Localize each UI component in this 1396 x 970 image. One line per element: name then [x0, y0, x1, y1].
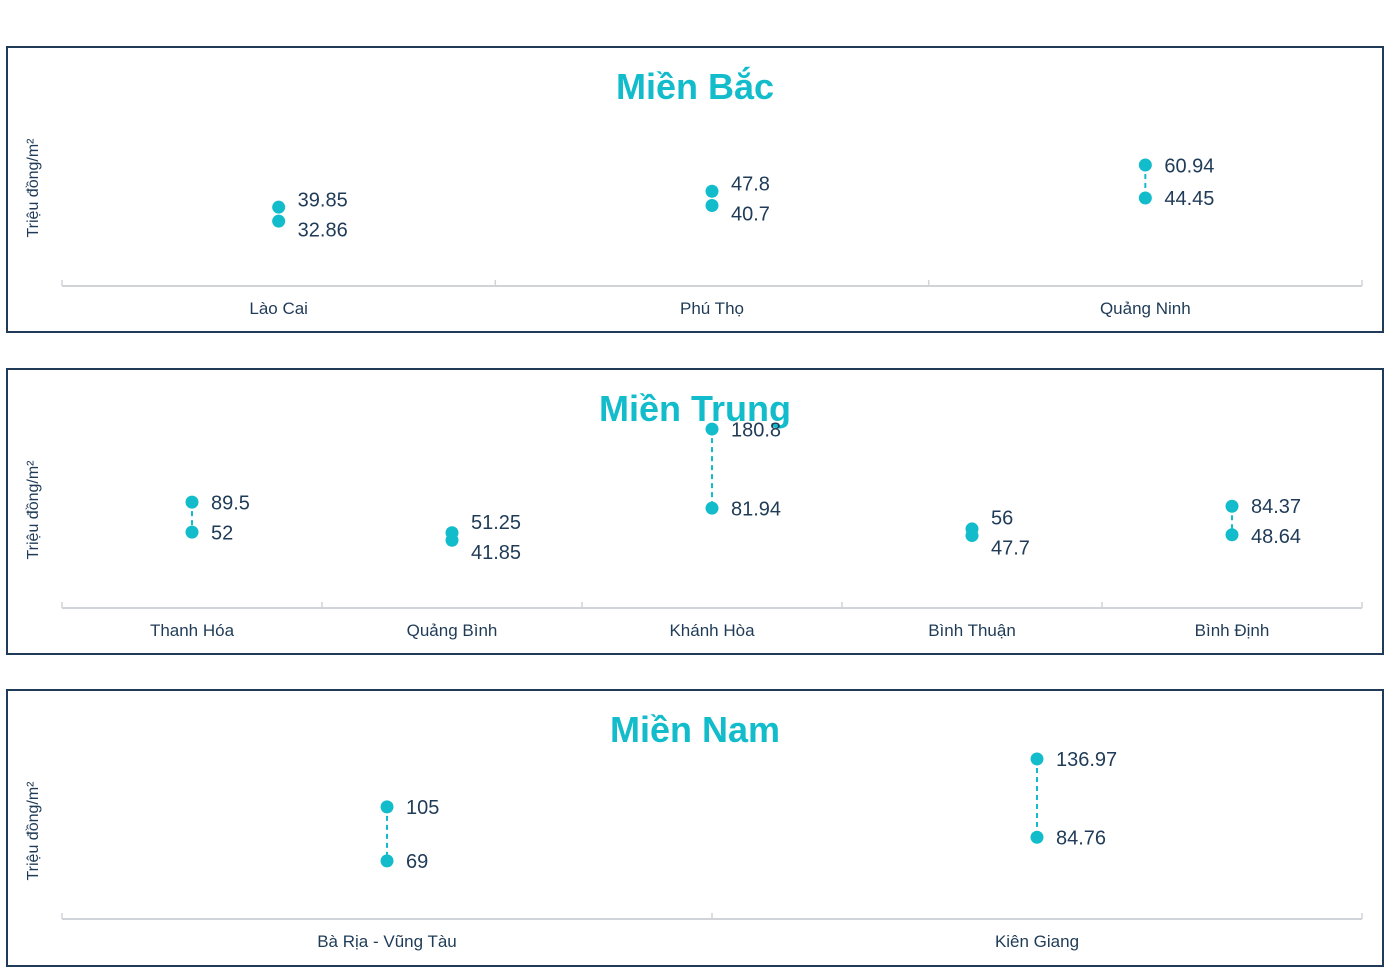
high-point [272, 200, 286, 214]
high-point [1225, 499, 1239, 513]
data-group: 39.85 32.86 Lào Cai [249, 189, 347, 318]
low-value-label: 48.64 [1251, 526, 1301, 548]
low-point [272, 214, 286, 228]
data-group: 56 47.7 Bình Thuận [928, 508, 1030, 640]
data-group: 47.8 40.7 Phú Thọ [680, 174, 770, 318]
panel-mien-bac: Miền Bắc Triệu đồng/m² 39.85 32.86 Lào Cai… [6, 46, 1384, 333]
category-label: Thanh Hóa [150, 621, 235, 640]
low-value-label: 81.94 [731, 498, 781, 520]
low-value-label: 52 [211, 522, 233, 544]
high-value-label: 60.94 [1164, 155, 1214, 177]
high-point [965, 522, 979, 536]
dumbbell-plot: 39.85 32.86 Lào Cai 47.8 40.7 Phú Thọ 60.94 44.… [61, 155, 1363, 318]
data-group: 105 69 Bà Rịa - Vũng Tàu [317, 797, 457, 951]
data-group: 60.94 44.45 Quảng Ninh [1100, 155, 1214, 318]
high-value-label: 89.5 [211, 492, 250, 514]
low-point [380, 854, 394, 868]
high-value-label: 136.97 [1056, 749, 1117, 771]
high-value-label: 39.85 [298, 189, 348, 211]
high-value-label: 105 [406, 797, 439, 819]
category-label: Bình Thuận [928, 621, 1016, 640]
category-label: Bình Định [1195, 621, 1270, 640]
high-value-label: 84.37 [1251, 496, 1301, 518]
low-point [1225, 528, 1239, 542]
low-value-label: 84.76 [1056, 828, 1106, 850]
data-group: 89.5 52 Thanh Hóa [150, 492, 250, 640]
data-group: 51.25 41.85 Quảng Bình [407, 512, 521, 640]
high-point [1138, 158, 1152, 172]
high-value-label: 51.25 [471, 512, 521, 534]
low-value-label: 32.86 [298, 219, 348, 241]
high-point [1030, 752, 1044, 766]
high-point [705, 184, 719, 198]
high-value-label: 47.8 [731, 174, 770, 196]
data-group: 136.97 84.76 Kiên Giang [995, 749, 1117, 951]
panel-title: Miền Nam [609, 709, 781, 750]
high-value-label: 56 [991, 508, 1013, 530]
high-point [380, 800, 394, 814]
high-point [445, 526, 459, 540]
high-point [705, 422, 719, 436]
panel-mien-trung: Miền Trung Triệu đồng/m² 89.5 52 Thanh Hóa… [6, 368, 1384, 655]
low-value-label: 44.45 [1164, 188, 1214, 210]
low-point [705, 198, 719, 212]
low-point [1030, 830, 1044, 844]
low-value-label: 41.85 [471, 542, 521, 564]
data-group: 180.8 81.94 Khánh Hòa [669, 419, 781, 640]
panel-mien-nam: Miền Nam Triệu đồng/m² 105 69 Bà Rịa - Vũn… [6, 689, 1384, 967]
category-label: Lào Cai [249, 299, 308, 318]
category-label: Phú Thọ [680, 299, 744, 318]
data-group: 84.37 48.64 Bình Định [1195, 496, 1301, 640]
category-label: Khánh Hòa [669, 621, 755, 640]
dumbbell-plot: 105 69 Bà Rịa - Vũng Tàu 136.97 84.76 Kiên Gi… [61, 749, 1363, 951]
low-point [1138, 191, 1152, 205]
low-value-label: 47.7 [991, 538, 1030, 560]
panel-title: Miền Bắc [615, 66, 775, 107]
dumbbell-plot: 89.5 52 Thanh Hóa 51.25 41.85 Quảng Bình 180.8… [61, 419, 1363, 640]
category-label: Kiên Giang [995, 932, 1079, 951]
high-point [185, 495, 199, 509]
panel-title: Miền Trung [599, 388, 791, 429]
low-value-label: 69 [406, 851, 428, 873]
category-label: Quảng Bình [407, 621, 498, 640]
category-label: Bà Rịa - Vũng Tàu [317, 932, 457, 951]
low-value-label: 40.7 [731, 204, 770, 226]
low-point [705, 501, 719, 515]
category-label: Quảng Ninh [1100, 299, 1191, 318]
high-value-label: 180.8 [731, 419, 781, 441]
low-point [185, 525, 199, 539]
